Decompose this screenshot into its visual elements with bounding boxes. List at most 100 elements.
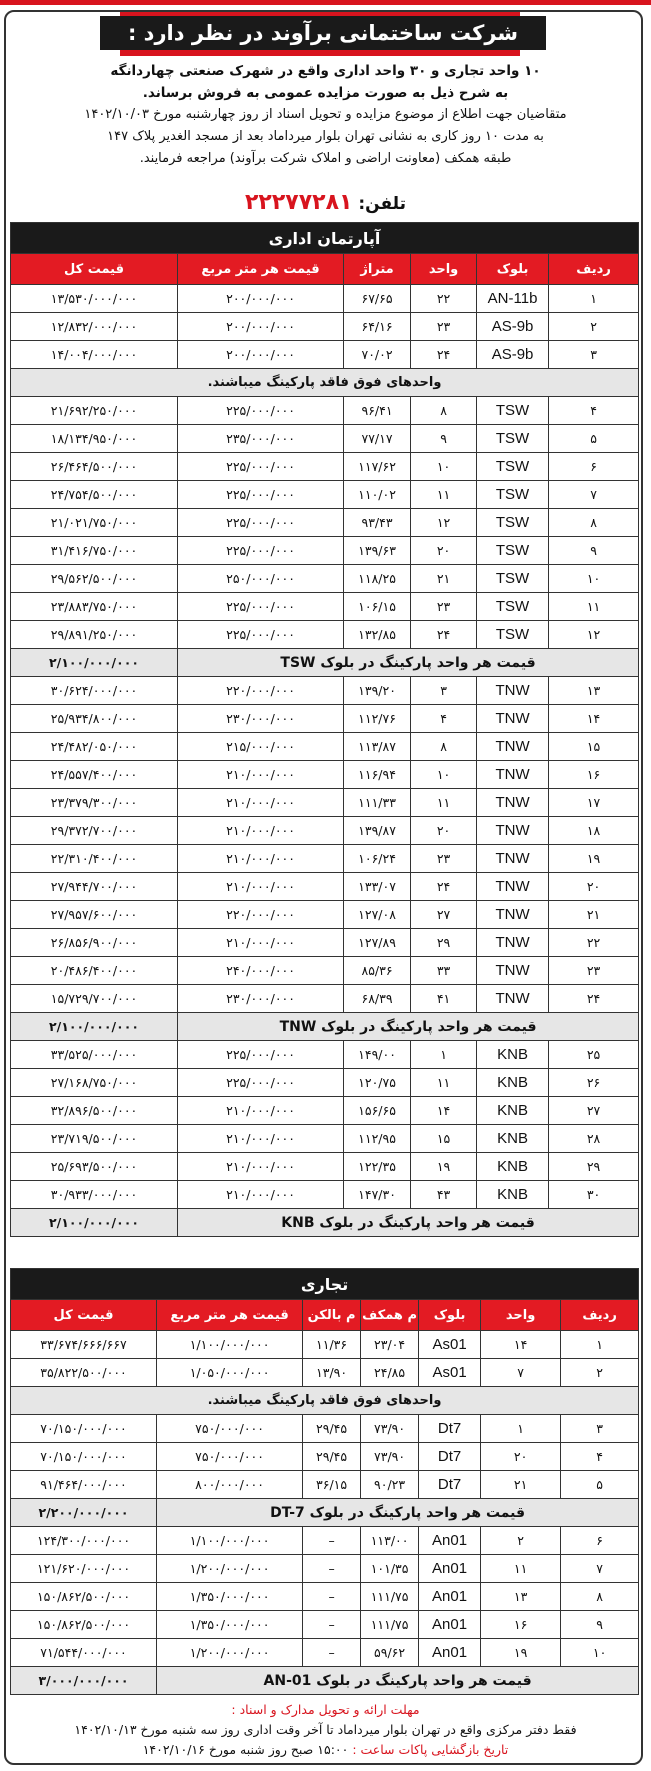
table-row: ۲۹ KNB ۱۹ ۱۲۲/۳۵ ۲۱۰/۰۰۰/۰۰۰ ۲۵/۶۹۳/۵۰۰/۰۰۰ xyxy=(9,1152,640,1181)
table-cell: As01 xyxy=(418,1358,482,1387)
note-row: واحدهای فوق فاقد پارکینگ میباشند. xyxy=(9,1386,640,1415)
table-row: ۱۹ TNW ۲۳ ۱۰۶/۲۴ ۲۱۰/۰۰۰/۰۰۰ ۲۲/۳۱۰/۴۰۰/۰۰۰ xyxy=(9,844,640,873)
table-cell: ۲۳۰/۰۰۰/۰۰۰ xyxy=(177,704,345,733)
table-cell: ۷۵۰/۰۰۰/۰۰۰ xyxy=(156,1414,304,1443)
table-cell: ۱۶ xyxy=(548,760,640,789)
table-cell: ۲۵۰/۰۰۰/۰۰۰ xyxy=(177,564,345,593)
table-cell: ۱۰ xyxy=(560,1638,640,1667)
table-cell: ۲۳/۳۷۹/۳۰۰/۰۰۰ xyxy=(9,788,179,817)
table-cell: TNW xyxy=(476,956,550,985)
parking-row: قیمت هر واحد پارکینگ در بلوک TNW ۲/۱۰۰/۰۰… xyxy=(9,1012,640,1041)
table-cell: KNB xyxy=(476,1068,550,1097)
table-row: ۹ TSW ۲۰ ۱۳۹/۶۳ ۲۲۵/۰۰۰/۰۰۰ ۳۱/۴۱۶/۷۵۰/۰۰۰ xyxy=(9,536,640,565)
table-cell: ۶۴/۱۶ xyxy=(343,312,412,341)
table-cell: ۱۵/۷۲۹/۷۰۰/۰۰۰ xyxy=(9,984,179,1013)
table-row: ۴ TSW ۸ ۹۶/۴۱ ۲۲۵/۰۰۰/۰۰۰ ۲۱/۶۹۲/۲۵۰/۰۰۰ xyxy=(9,396,640,425)
table-cell: ۳۳/۵۲۵/۰۰۰/۰۰۰ xyxy=(9,1040,179,1069)
table-cell: ۸۰۰/۰۰۰/۰۰۰ xyxy=(156,1470,304,1499)
table-cell: TNW xyxy=(476,928,550,957)
table-cell: ۵ xyxy=(548,424,640,453)
table-cell: ۲۸ xyxy=(548,1124,640,1153)
deadline-label: مهلت ارائه و تحویل مدارک و اسناد : xyxy=(231,1702,420,1717)
table-cell: ۲۲۵/۰۰۰/۰۰۰ xyxy=(177,1040,345,1069)
table-cell: ۲۵ xyxy=(548,1040,640,1069)
top-rule xyxy=(0,0,651,5)
table-row: ۱۰ ۱۹ An01 ۵۹/۶۲–۱/۲۰۰/۰۰۰/۰۰۰ ۷۱/۵۴۴/۰۰۰/۰۰… xyxy=(9,1638,640,1667)
table-cell: ۴ xyxy=(560,1442,640,1471)
table-row: ۱۳ TNW ۳ ۱۳۹/۲۰ ۲۲۰/۰۰۰/۰۰۰ ۳۰/۶۲۴/۰۰۰/۰۰۰ xyxy=(9,676,640,705)
table-cell: ۲ xyxy=(548,312,640,341)
table-cell: ۱/۳۵۰/۰۰۰/۰۰۰ xyxy=(156,1610,304,1639)
table-cell: ۸ xyxy=(410,396,478,425)
table-cell: ۲۱/۰۲۱/۷۵۰/۰۰۰ xyxy=(9,508,179,537)
table-cell: ۶۷/۶۵ xyxy=(343,284,412,313)
table-cell: ۱۲۴/۳۰۰/۰۰۰/۰۰۰ xyxy=(9,1526,158,1555)
table-cell: TSW xyxy=(476,480,550,509)
table-cell: ۱۳/۵۳۰/۰۰۰/۰۰۰ xyxy=(9,284,179,313)
table-cell: ۱۸/۱۳۴/۹۵۰/۰۰۰ xyxy=(9,424,179,453)
table-cell: An01 xyxy=(418,1610,482,1639)
table-cell: ۲۱ xyxy=(548,900,640,929)
table-cell: ۱۲۷/۰۸ xyxy=(343,900,412,929)
table-cell: ۲۴ xyxy=(548,984,640,1013)
table-cell: ۲۹/۴۵ xyxy=(302,1442,362,1471)
table-cell: ۱۱۳/۰۰ xyxy=(360,1526,420,1555)
table-cell: ۲۳/۸۸۳/۷۵۰/۰۰۰ xyxy=(9,592,179,621)
table-cell: ۱۳۹/۲۰ xyxy=(343,676,412,705)
table-cell: ۷۰/۱۵۰/۰۰۰/۰۰۰ xyxy=(9,1442,158,1471)
table-cell: ۲۰ xyxy=(410,816,478,845)
table-cell: ۳۳/۶۷۴/۶۶۶/۶۶۷ xyxy=(9,1330,158,1359)
table-cell: ۷۷/۱۷ xyxy=(343,424,412,453)
table-cell: ۹ xyxy=(410,424,478,453)
table-cell: An01 xyxy=(418,1638,482,1667)
table-cell: ۸ xyxy=(560,1582,640,1611)
parking-label: قیمت هر واحد پارکینگ در بلوک AN-01 xyxy=(156,1666,640,1695)
table-cell: ۲۲۵/۰۰۰/۰۰۰ xyxy=(177,620,345,649)
table-cell: ۱/۱۰۰/۰۰۰/۰۰۰ xyxy=(156,1526,304,1555)
table-cell: TNW xyxy=(476,900,550,929)
table-cell: ۲۱۰/۰۰۰/۰۰۰ xyxy=(177,1096,345,1125)
table-cell: ۴ xyxy=(410,704,478,733)
table-cell: ۱۹ xyxy=(410,1152,478,1181)
table-cell: ۱۱ xyxy=(410,480,478,509)
table-cell: ۳۰/۹۳۳/۰۰۰/۰۰۰ xyxy=(9,1180,179,1209)
table-cell: ۹ xyxy=(560,1610,640,1639)
table-cell: ۲۹/۴۵ xyxy=(302,1414,362,1443)
column-header: واحد xyxy=(480,1299,562,1331)
table-cell: ۸ xyxy=(548,508,640,537)
table-cell: ۲۲۵/۰۰۰/۰۰۰ xyxy=(177,1068,345,1097)
table-cell: ۱۳/۹۰ xyxy=(302,1358,362,1387)
table-cell: ۱۲ xyxy=(410,508,478,537)
table-cell: ۲۴ xyxy=(410,340,478,369)
table-cell: ۱۴/۰۰۴/۰۰۰/۰۰۰ xyxy=(9,340,179,369)
table-row: ۱۸ TNW ۲۰ ۱۳۹/۸۷ ۲۱۰/۰۰۰/۰۰۰ ۲۹/۳۷۲/۷۰۰/۰۰۰ xyxy=(9,816,640,845)
intro-line-4: به مدت ۱۰ روز کاری به نشانی تهران بلوار … xyxy=(107,129,544,144)
table-cell: ۱۱ xyxy=(548,592,640,621)
column-header: واحد xyxy=(410,253,478,285)
section-title-row: تجاری xyxy=(9,1268,640,1300)
table-cell: ۱۳ xyxy=(548,676,640,705)
table-cell: ۲۹/۳۷۲/۷۰۰/۰۰۰ xyxy=(9,816,179,845)
table-cell: ۳۶/۱۵ xyxy=(302,1470,362,1499)
table-cell: ۹۳/۴۳ xyxy=(343,508,412,537)
table-cell: ۳۱/۴۱۶/۷۵۰/۰۰۰ xyxy=(9,536,179,565)
column-header: بلوک xyxy=(418,1299,482,1331)
table-cell: ۱۱۲/۷۶ xyxy=(343,704,412,733)
table-row: ۸ TSW ۱۲ ۹۳/۴۳ ۲۲۵/۰۰۰/۰۰۰ ۲۱/۰۲۱/۷۵۰/۰۰۰ xyxy=(9,508,640,537)
table-row: ۳۰ KNB ۴۳ ۱۴۷/۳۰ ۲۱۰/۰۰۰/۰۰۰ ۳۰/۹۳۳/۰۰۰/۰۰۰ xyxy=(9,1180,640,1209)
table-row: ۱۲ TSW ۲۴ ۱۳۲/۸۵ ۲۲۵/۰۰۰/۰۰۰ ۲۹/۸۹۱/۲۵۰/۰۰۰ xyxy=(9,620,640,649)
table-cell: ۱ xyxy=(480,1414,562,1443)
table-cell: ۱۴ xyxy=(410,1096,478,1125)
table-row: ۹ ۱۶ An01 ۱۱۱/۷۵–۱/۳۵۰/۰۰۰/۰۰۰ ۱۵۰/۸۶۲/۵۰۰/۰… xyxy=(9,1610,640,1639)
parking-row: قیمت هر واحد پارکینگ در بلوک TSW ۲/۱۰۰/۰۰… xyxy=(9,648,640,677)
table-row: ۲۷ KNB ۱۴ ۱۵۶/۶۵ ۲۱۰/۰۰۰/۰۰۰ ۳۲/۸۹۶/۵۰۰/۰۰۰ xyxy=(9,1096,640,1125)
table-cell: ۱۴ xyxy=(480,1330,562,1359)
table-cell: ۲۱ xyxy=(410,564,478,593)
table-row: ۱۴ TNW ۴ ۱۱۲/۷۶ ۲۳۰/۰۰۰/۰۰۰ ۲۵/۹۳۴/۸۰۰/۰۰۰ xyxy=(9,704,640,733)
opening-text: ۱۵:۰۰ صبح روز شنبه مورخ ۱۴۰۲/۱۰/۱۶ xyxy=(142,1742,349,1757)
parking-price: ۳/۰۰۰/۰۰۰/۰۰۰ xyxy=(9,1666,158,1695)
intro-line-3: متقاضیان جهت اطلاع از موضوع مزایده و تحو… xyxy=(84,107,567,122)
table-cell: ۲۰ xyxy=(548,872,640,901)
table-row: ۱ AN-11b ۲۲ ۶۷/۶۵ ۲۰۰/۰۰۰/۰۰۰ ۱۳/۵۳۰/۰۰۰/۰۰۰ xyxy=(9,284,640,313)
table-row: ۳ ۱ Dt7 ۷۳/۹۰ ۲۹/۴۵ ۷۵۰/۰۰۰/۰۰۰ ۷۰/۱۵۰/۰۰۰/۰۰۰ xyxy=(9,1414,640,1443)
